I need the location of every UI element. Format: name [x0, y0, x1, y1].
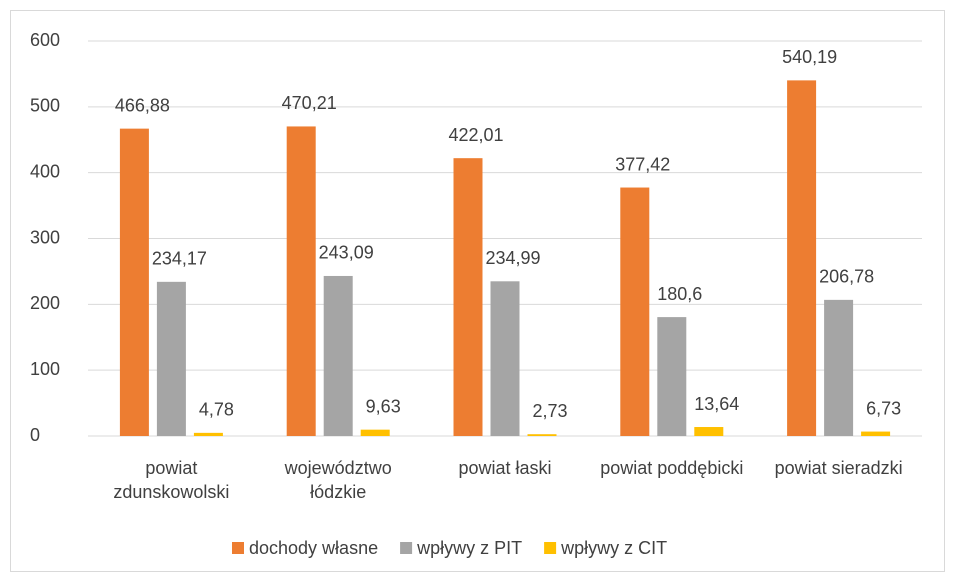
data-label: 4,78	[199, 400, 234, 420]
legend-label: dochody własne	[249, 538, 378, 558]
y-tick-label: 100	[30, 359, 60, 379]
y-tick-label: 300	[30, 227, 60, 247]
data-label: 540,19	[782, 47, 837, 67]
bar	[156, 281, 186, 436]
bar	[323, 275, 353, 436]
data-label: 9,63	[366, 396, 401, 416]
bar	[787, 80, 817, 437]
y-tick-label: 500	[30, 96, 60, 116]
y-tick-label: 0	[30, 425, 40, 445]
legend-label: wpływy z CIT	[560, 538, 667, 558]
x-tick-label: powiat poddębicki	[600, 458, 744, 478]
data-label: 6,73	[866, 398, 901, 418]
bar	[694, 427, 724, 436]
bar	[657, 317, 687, 436]
legend-label: wpływy z PIT	[416, 538, 522, 558]
bar	[360, 429, 390, 436]
data-label: 466,88	[115, 95, 170, 115]
data-label: 180,6	[657, 284, 702, 304]
y-tick-label: 200	[30, 293, 60, 313]
bar	[193, 432, 223, 436]
data-label: 234,99	[485, 248, 540, 268]
x-tick-label: powiat zdunskowolski	[113, 458, 230, 502]
data-label: 470,21	[282, 93, 337, 113]
data-label: 377,42	[615, 154, 670, 174]
data-label: 2,73	[532, 401, 567, 421]
bar	[620, 187, 650, 436]
bar	[286, 126, 316, 437]
bar	[824, 299, 854, 436]
bar	[861, 431, 891, 436]
data-label: 422,01	[448, 125, 503, 145]
x-tick-label: województwo łódzkie	[284, 458, 392, 502]
legend-swatch	[232, 542, 244, 554]
y-tick-label: 600	[30, 30, 60, 50]
y-tick-label: 400	[30, 161, 60, 181]
bar	[119, 128, 149, 436]
x-tick-label: powiat sieradzki	[774, 458, 903, 478]
bar	[453, 158, 483, 436]
data-label: 206,78	[819, 267, 874, 287]
bar	[490, 281, 520, 436]
chart-border	[10, 10, 945, 572]
data-label: 243,09	[319, 243, 374, 263]
bar	[527, 434, 557, 436]
legend-swatch	[544, 542, 557, 554]
data-label: 234,17	[152, 249, 207, 269]
x-tick-label: powiat łaski	[458, 458, 552, 478]
data-label: 13,64	[694, 394, 739, 414]
legend-swatch	[400, 542, 413, 554]
